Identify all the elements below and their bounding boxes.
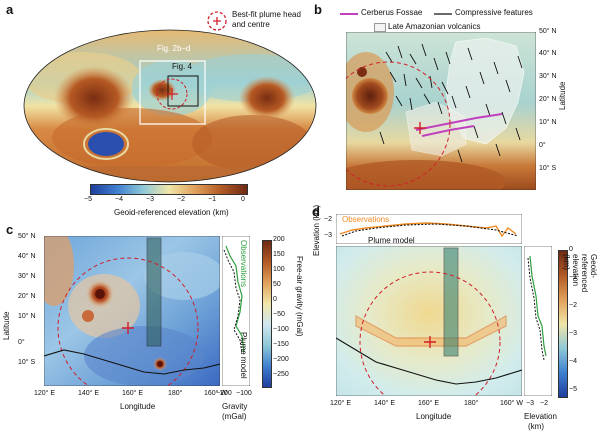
panel-b-lat-title: Latitude [558,81,567,110]
fig-4-label: Fig. 4 [172,62,193,71]
colorbar-d-title: Geoid-referenced elevation (km) [562,254,598,293]
panel-b-label: b [314,2,322,17]
panel-d-side-xticks: −3 −2 [526,400,548,407]
panel-c-label: c [6,222,14,237]
fig-4-box [167,75,199,107]
colorbar-a-title: Geoid-referenced elevation (km) [114,208,229,217]
colorbar-c-ticks: 200 150 100 50 0 −50 −100 −150 −200 −250 [273,236,289,378]
legend-plume-text: Best-fit plume head and centre [232,10,301,29]
panel-a-label: a [6,2,14,17]
panel-d-profile-path [355,314,507,347]
plume-centre-marker [166,88,178,100]
panel-c-lat-title: Latitude [2,311,11,340]
plume-head-circle [156,78,188,110]
panel-c-gravity-map [44,236,220,386]
panel-b-map [346,32,536,190]
panel-d-side-xunit: (km) [528,422,544,431]
colorbar-d [558,250,568,398]
panel-d-lon-title: Longitude [416,412,452,421]
colorbar-a-ticks: −5 −4 −3 −2 −1 0 [84,196,245,203]
panel-d-profile-strip [443,247,459,357]
panel-c-profile-xticks: −200 −100 [216,390,252,397]
panel-b-legend: Cerberus Fossae Compressive features Lat… [340,8,533,32]
colorbar-c-title: Free-air gravity (mGal) [295,256,304,337]
colorbar-c [262,240,272,388]
panel-c-gravity-profile [222,236,250,386]
panel-c-profile-strip [146,237,162,347]
panel-c-lon-title: Longitude [120,402,156,411]
panel-d-side-profile [524,246,552,396]
legend-plume-icon [207,11,227,31]
panel-d-lon-ticks: 120° E 140° E 160° E 180° 160° W [330,400,524,407]
panel-c-profile-model: Plume model [239,332,248,379]
panel-d-side-xtitle: Elevation [524,412,557,421]
panel-d-elevation-map [336,246,522,396]
panel-c-profile-xunit: (mGal) [222,412,247,421]
panel-d-label: d [312,204,320,219]
panel-c-profile-xtitle: Gravity [222,402,248,411]
panel-d-top-yticks: −2 −3 [324,216,332,239]
colorbar-d-ticks: 0 −1 −2 −3 −4 −5 [569,246,577,393]
panel-c-lon-ticks: 120° E 140° E 160° E 180° 160° W [34,390,228,397]
panel-d-top-model: Plume model [368,236,415,245]
panel-d-top-obs: Observations [342,215,390,224]
fig-2b-d-box [139,60,206,125]
fig-2b-d-label: Fig. 2b–d [157,44,191,53]
colorbar-a [90,184,248,195]
panel-d-top-ylabel: Elevation (km) [312,204,321,256]
panel-c-lat-ticks: 50° N 40° N 30° N 20° N 10° N 0° 10° S [18,233,36,366]
panel-a-mars-map [23,29,317,183]
panel-d-top-profile [336,214,522,244]
panel-c-profile-obs: Observations [239,240,248,288]
panel-b-lat-ticks: 50° N 40° N 30° N 20° N 10° N 0° 10° S [539,28,557,172]
